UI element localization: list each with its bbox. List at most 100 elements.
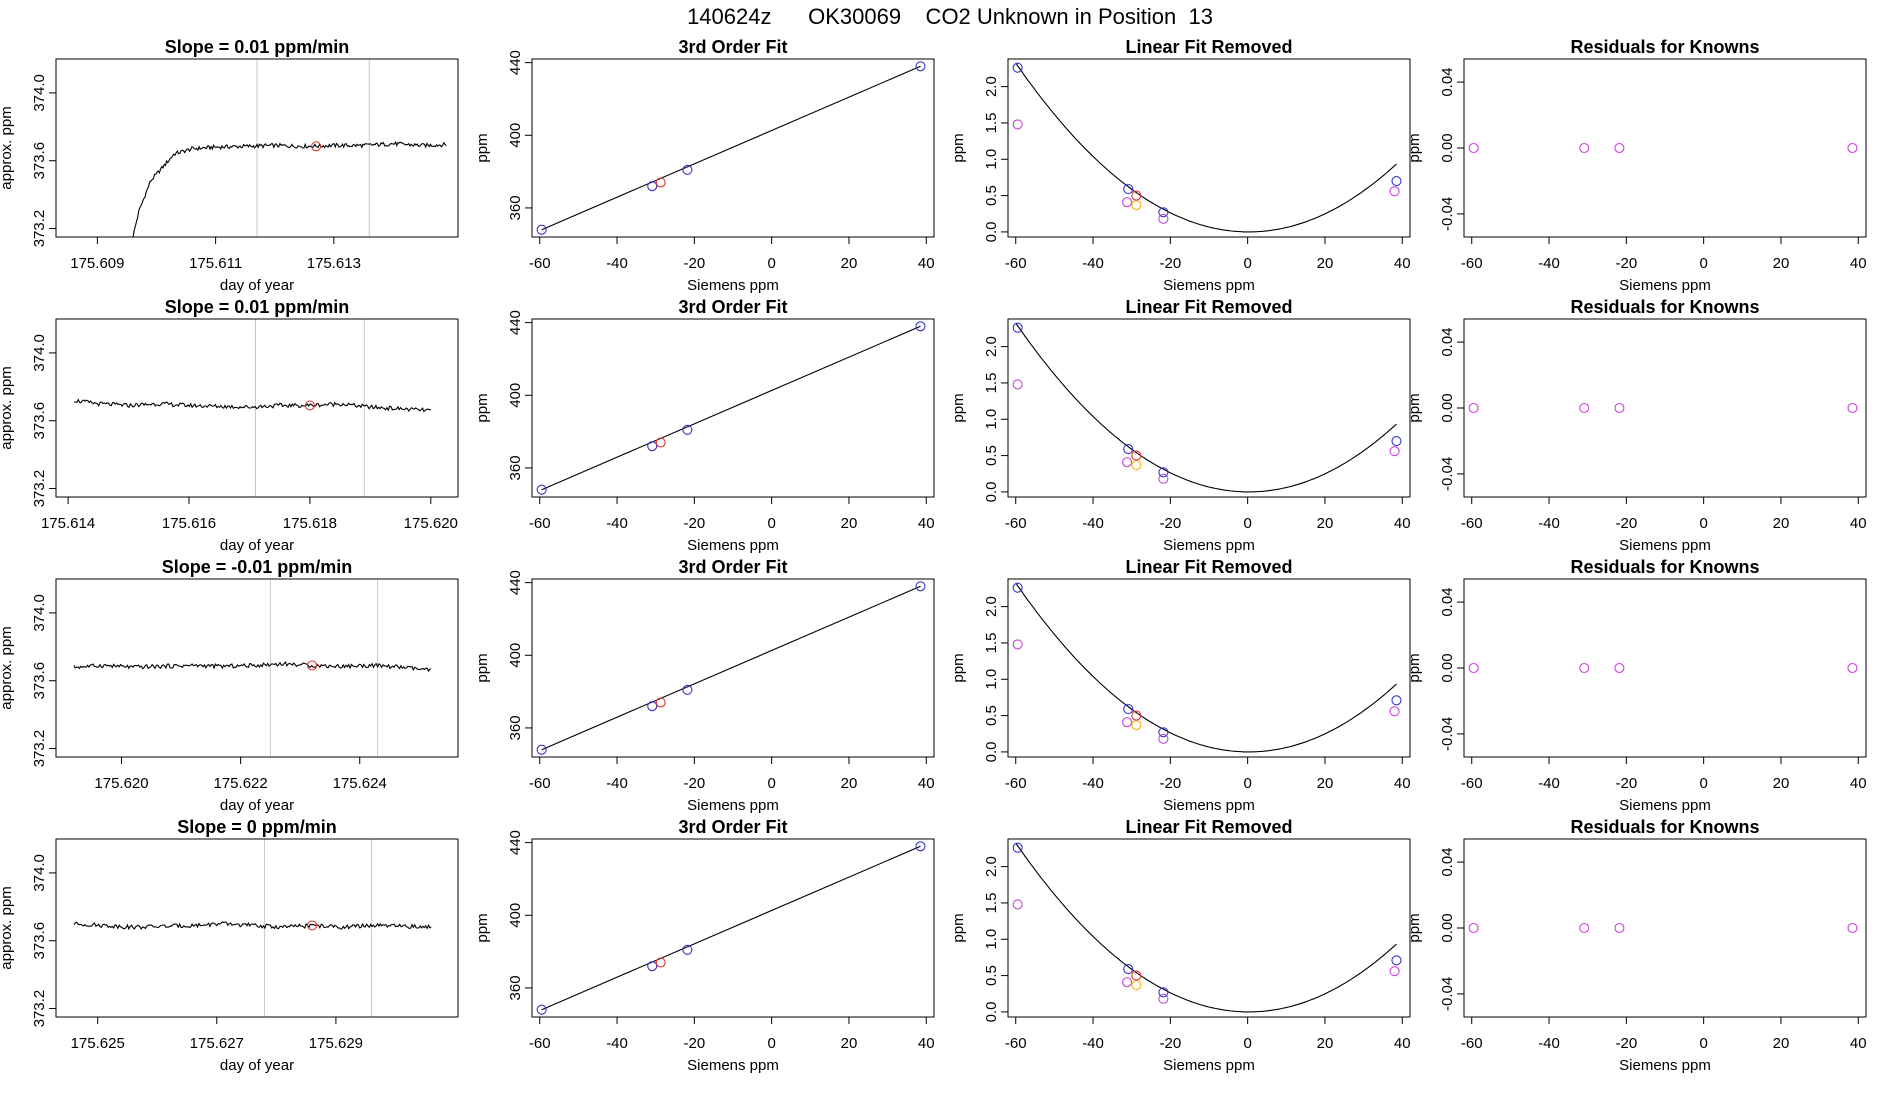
x-tick-label: 175.624 <box>333 775 387 792</box>
x-tick-label: 40 <box>1850 255 1867 272</box>
y-tick-label: 373.2 <box>31 210 48 248</box>
panel-title: 3rd Order Fit <box>678 817 787 837</box>
reference-point <box>1012 379 1023 390</box>
panel-2-4: Residuals for Knowns Siemens ppm ppm -60 -40… <box>1406 297 1867 554</box>
y-tick-label: -0.04 <box>1439 197 1456 231</box>
plot-frame <box>55 838 459 1018</box>
panel-4-2: 3rd Order Fit Siemens ppm ppm -60 -40 -20 0 20 4… <box>474 817 935 1074</box>
reference-point <box>1614 402 1625 414</box>
x-axis-label: Siemens ppm <box>1619 277 1711 294</box>
plot-frame <box>1007 578 1411 758</box>
reference-point <box>1122 457 1133 468</box>
y-tick-label: 0.04 <box>1439 67 1456 96</box>
data-trace <box>74 398 431 413</box>
reference-point <box>1158 213 1169 224</box>
reference-point <box>1158 733 1169 744</box>
y-tick-label: 0.5 <box>983 705 1000 726</box>
x-tick-label: 0 <box>767 255 775 272</box>
plot-frame <box>1463 578 1867 758</box>
panel-4-1: Slope = 0 ppm/min day of year approx. ppm 1… <box>0 817 459 1074</box>
x-axis-label: Siemens ppm <box>687 277 779 294</box>
y-tick-label: 1.5 <box>983 373 1000 394</box>
known-standard-point <box>1158 727 1169 738</box>
unknown-sample-point <box>655 177 666 188</box>
reference-point <box>1614 142 1625 154</box>
y-tick-label: 373.6 <box>31 402 48 440</box>
x-axis-label: Siemens ppm <box>1163 277 1255 294</box>
x-tick-label: 0 <box>767 1035 775 1052</box>
x-tick-label: 175.609 <box>70 255 124 272</box>
y-axis-label: approx. ppm <box>0 106 15 189</box>
y-tick-label: 373.6 <box>31 662 48 700</box>
unknown-sample-point <box>1131 710 1142 721</box>
plot-area <box>73 579 432 757</box>
panel-1-4: Residuals for Knowns Siemens ppm ppm -60 -40… <box>1406 37 1867 294</box>
panel-title: Linear Fit Removed <box>1125 297 1292 317</box>
x-tick-label: 20 <box>841 1035 858 1052</box>
y-axis-label: ppm <box>474 133 491 162</box>
panel-title: Residuals for Knowns <box>1570 297 1759 317</box>
known-standard-point <box>1012 842 1023 853</box>
panel-3-4: Residuals for Knowns Siemens ppm ppm -60 -40… <box>1406 557 1867 814</box>
x-tick-label: 20 <box>841 255 858 272</box>
reference-point <box>1389 966 1400 977</box>
y-tick-label: 0.0 <box>983 221 1000 242</box>
y-tick-label: 400 <box>507 643 524 668</box>
x-tick-label: -20 <box>1160 775 1182 792</box>
x-tick-label: 40 <box>918 255 935 272</box>
y-axis-label: ppm <box>474 393 491 422</box>
x-axis-label: Siemens ppm <box>687 797 779 814</box>
y-tick-label: 0.0 <box>983 481 1000 502</box>
fit-curve <box>1015 842 1397 1013</box>
y-tick-label: 0.00 <box>1439 393 1456 422</box>
unknown-sample-point <box>1131 190 1142 201</box>
y-tick-label: 400 <box>507 903 524 928</box>
known-standard-point <box>682 944 693 955</box>
y-tick-label: 373.2 <box>31 470 48 508</box>
y-tick-label: 1.5 <box>983 633 1000 654</box>
data-trace <box>73 921 432 931</box>
y-axis-label: approx. ppm <box>0 626 15 709</box>
panel-title: Slope = 0 ppm/min <box>177 817 337 837</box>
x-tick-label: -40 <box>606 775 628 792</box>
y-axis-label: ppm <box>1406 393 1423 422</box>
plot-frame <box>55 578 459 758</box>
plot-area <box>1012 62 1402 233</box>
x-axis-label: Siemens ppm <box>1163 1057 1255 1074</box>
x-tick-label: -20 <box>684 1035 706 1052</box>
reference-point <box>1122 717 1133 728</box>
x-axis-label: Siemens ppm <box>687 537 779 554</box>
x-tick-label: -60 <box>1461 775 1483 792</box>
x-axis-label: Siemens ppm <box>1619 1057 1711 1074</box>
x-tick-label: -20 <box>1616 1035 1638 1052</box>
y-axis-label: ppm <box>950 653 967 682</box>
known-standard-point <box>1123 183 1134 195</box>
x-tick-label: 0 <box>1699 515 1707 532</box>
x-tick-label: 20 <box>1773 255 1790 272</box>
panel-title: Residuals for Knowns <box>1570 37 1759 57</box>
plot-area <box>1012 582 1402 753</box>
unknown-sample-point <box>311 141 322 152</box>
x-tick-label: -60 <box>1005 775 1027 792</box>
panel-2-1: Slope = 0.01 ppm/min day of year approx. p… <box>0 297 459 554</box>
panel-title: Slope = 0.01 ppm/min <box>165 37 350 57</box>
plot-area <box>536 61 926 235</box>
fit-curve <box>1015 62 1397 233</box>
panel-3-2: 3rd Order Fit Siemens ppm ppm -60 -40 -20 0 20 4… <box>474 557 935 814</box>
x-axis-label: day of year <box>220 277 294 294</box>
y-tick-label: 400 <box>507 123 524 148</box>
y-tick-label: 0.04 <box>1439 847 1456 876</box>
x-tick-label: -20 <box>1616 515 1638 532</box>
x-tick-label: 0 <box>767 515 775 532</box>
known-standard-point <box>1158 207 1169 218</box>
y-tick-label: 2.0 <box>983 336 1000 357</box>
unknown-sample-point <box>307 660 318 671</box>
x-tick-label: 175.618 <box>283 515 337 532</box>
panel-2-3: Linear Fit Removed Siemens ppm ppm -60 -40 -2… <box>950 297 1411 554</box>
reference-point <box>1847 662 1858 674</box>
x-tick-label: 40 <box>1394 775 1411 792</box>
plot-area <box>1468 922 1858 934</box>
y-tick-label: 2.0 <box>983 76 1000 97</box>
known-standard-point <box>1012 62 1023 73</box>
